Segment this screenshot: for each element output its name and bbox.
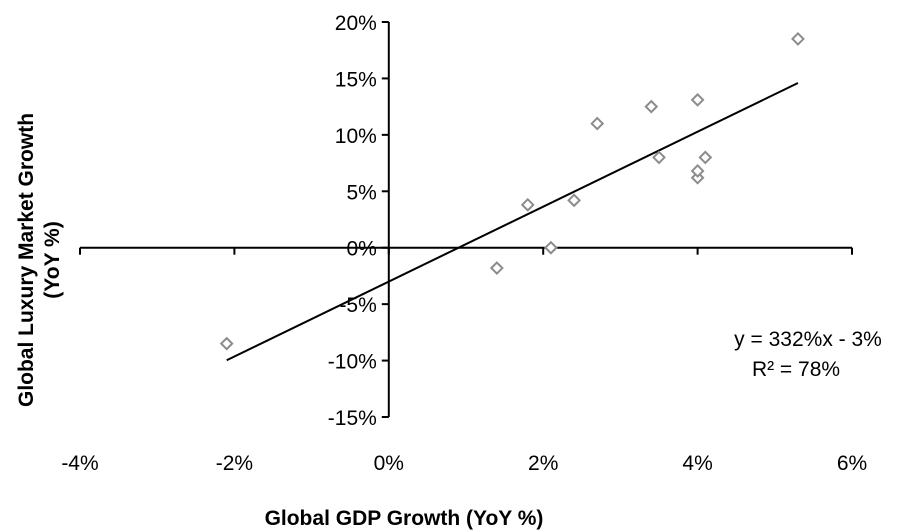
y-tick-label: 15% [335, 68, 377, 91]
x-tick-label: -2% [216, 452, 253, 475]
data-point [219, 336, 234, 351]
data-point [489, 261, 504, 275]
trendline-equation: y = 332%x - 3% [734, 328, 882, 351]
data-point [567, 193, 581, 208]
y-axis-title-line1: Global Luxury Market Growth [15, 113, 38, 407]
data-point [520, 197, 535, 212]
data-points [219, 32, 805, 351]
trendline [226, 82, 799, 362]
data-point [690, 164, 705, 178]
y-tick-label: -15% [328, 407, 377, 430]
y-tick-label: 20% [335, 12, 377, 35]
y-tick-label: 0% [346, 238, 376, 261]
data-point [590, 116, 605, 131]
data-point [698, 150, 713, 165]
x-axis-tick-labels: -4% -2% 0% 2% 4% 6% [61, 452, 867, 475]
y-axis-title-line2: (YoY %) [41, 221, 64, 298]
x-axis-tick-marks [79, 247, 853, 255]
y-tick-label: 5% [346, 181, 376, 204]
data-point [544, 240, 558, 255]
x-tick-label: 0% [374, 452, 404, 475]
y-tick-label: 10% [335, 125, 377, 148]
data-point [644, 99, 659, 114]
data-point [652, 150, 666, 165]
x-tick-label: 2% [528, 452, 558, 475]
y-tick-label: -5% [339, 294, 376, 317]
data-point [690, 92, 705, 107]
data-point [791, 32, 805, 46]
y-axis-ticks: 20% 15% 10% 5% 0% -5% -10% -15% [328, 12, 389, 430]
r-squared-label: R² = 78% [752, 358, 840, 381]
x-tick-label: -4% [61, 452, 98, 475]
x-tick-label: 6% [837, 452, 867, 475]
x-tick-label: 4% [682, 452, 712, 475]
y-tick-label: -10% [328, 351, 377, 374]
x-axis-title: Global GDP Growth (YoY %) [265, 507, 544, 530]
